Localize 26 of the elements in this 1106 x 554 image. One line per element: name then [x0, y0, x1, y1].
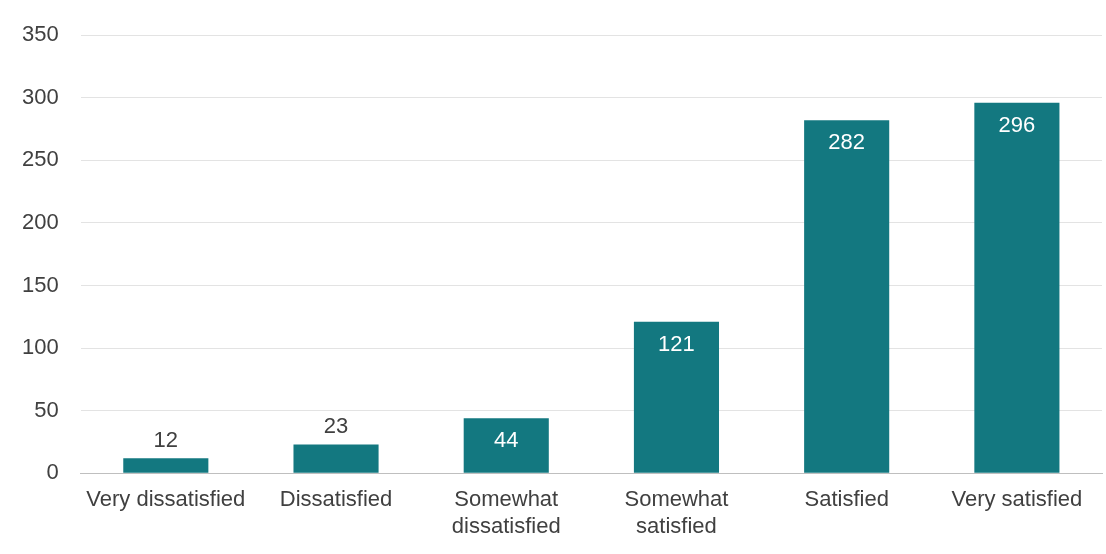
- data-label: 12: [153, 427, 179, 453]
- x-tick-label: Dissatisfied: [279, 486, 393, 512]
- bar: [974, 102, 1060, 473]
- y-tick-label: 50: [34, 396, 59, 422]
- y-tick-label: 300: [21, 83, 59, 109]
- y-tick-label: 350: [21, 21, 59, 47]
- data-label: 44: [494, 427, 519, 453]
- x-tick-label: Very satisfied: [951, 486, 1083, 512]
- data-label: 296: [998, 111, 1036, 137]
- x-tick-label: Somewhat dissatisfied: [451, 486, 561, 538]
- y-tick-label: 200: [21, 208, 59, 234]
- bar: [804, 120, 890, 473]
- y-tick-label: 150: [21, 271, 59, 297]
- x-tick-label: Very dissatisfied: [86, 486, 246, 512]
- y-tick-label: 250: [21, 146, 59, 172]
- bar: [633, 321, 720, 473]
- x-tick-label: Satisfied: [804, 486, 889, 512]
- data-label: 23: [323, 413, 349, 439]
- bar: [463, 418, 549, 473]
- x-tick-label: Somewhat satisfied: [624, 486, 729, 538]
- y-tick-label: 0: [46, 459, 59, 485]
- bar: [293, 444, 379, 473]
- y-tick-label: 100: [21, 334, 59, 360]
- data-label: 121: [658, 330, 695, 356]
- data-label: 282: [828, 129, 866, 155]
- bar: [123, 458, 209, 473]
